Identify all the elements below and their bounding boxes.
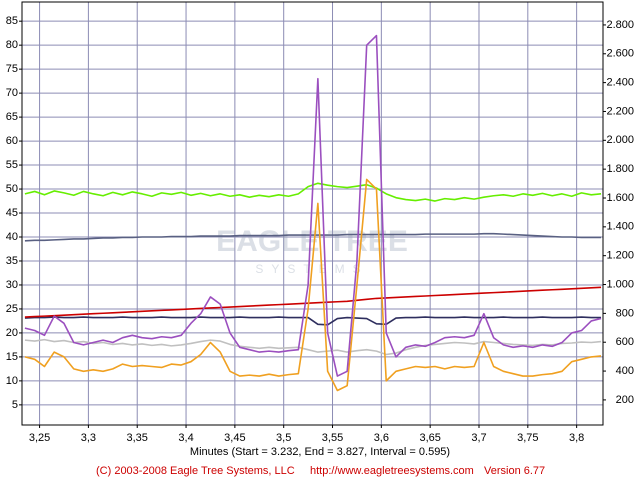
y2-tick-label: 1.000 <box>606 278 634 290</box>
y-tick-label: 20 <box>6 327 18 339</box>
y-tick-label: 65 <box>6 111 18 123</box>
y-tick-label: 40 <box>6 231 18 243</box>
y-tick-label: 45 <box>6 207 18 219</box>
y-tick-label: 30 <box>6 279 18 291</box>
x-tick-label: 3,55 <box>322 432 343 444</box>
data-line <box>24 316 602 326</box>
lines <box>24 34 602 392</box>
data-line <box>24 338 602 356</box>
x-tick-label: 3,25 <box>29 432 50 444</box>
x-tick-label: 3,6 <box>374 432 389 444</box>
y2-tick-label: 2.600 <box>606 48 634 60</box>
x-tick-label: 3,5 <box>276 432 291 444</box>
y-tick-label: 15 <box>6 351 18 363</box>
labels: 5 10 15 20 25 30 35 40 45 50 55 60 65 70 75 80 85 200 400 6… <box>6 15 634 444</box>
y-tick-label: 80 <box>6 39 18 51</box>
footer-copyright: (C) 2003-2008 Eagle Tree Systems, LLC <box>96 465 295 477</box>
watermark-title: EAGLE TREE <box>216 225 408 258</box>
y2-tick-label: 1.600 <box>606 192 634 204</box>
x-tick-label: 3,8 <box>569 432 584 444</box>
y-tick-label: 70 <box>6 87 18 99</box>
y2-tick-label: 1.800 <box>606 163 634 175</box>
y2-tick-label: 1.200 <box>606 250 634 262</box>
footer-version: Version 6.77 <box>484 465 545 477</box>
x-tick-label: 3,65 <box>419 432 440 444</box>
y-tick-label: 5 <box>12 399 18 411</box>
y-tick-label: 85 <box>6 15 18 27</box>
footer-url: http://www.eagletreesystems.com <box>310 465 474 477</box>
y2-tick-label: 2.800 <box>606 19 634 31</box>
x-tick-label: 3,75 <box>517 432 538 444</box>
y2-tick-label: 400 <box>616 365 634 377</box>
x-tick-label: 3,3 <box>81 432 96 444</box>
x-tick-label: 3,35 <box>127 432 148 444</box>
y2-tick-label: 2.400 <box>606 77 634 89</box>
x-tick-label: 3,45 <box>224 432 245 444</box>
y2-tick-label: 800 <box>616 307 634 319</box>
y-tick-label: 10 <box>6 375 18 387</box>
y2-tick-label: 2.200 <box>606 105 634 117</box>
y-tick-label: 35 <box>6 255 18 267</box>
data-line <box>24 178 602 392</box>
y-tick-label: 55 <box>6 159 18 171</box>
x-tick-label: 3,7 <box>471 432 486 444</box>
y2-tick-label: 600 <box>616 336 634 348</box>
x-axis-title: Minutes (Start = 3.232, End = 3.827, Int… <box>190 446 450 458</box>
y2-tick-label: 2.000 <box>606 134 634 146</box>
data-line <box>24 34 602 377</box>
y2-tick-label: 1.400 <box>606 221 634 233</box>
data-line <box>24 232 602 242</box>
y-tick-label: 50 <box>6 183 18 195</box>
y-tick-label: 75 <box>6 63 18 75</box>
x-tick-label: 3,4 <box>178 432 193 444</box>
watermark: EAGLE TREE SYSTEMS <box>216 225 408 276</box>
y2-tick-label: 200 <box>616 394 634 406</box>
data-line <box>24 286 602 318</box>
y-tick-label: 25 <box>6 303 18 315</box>
watermark-subtitle: SYSTEMS <box>255 262 368 276</box>
y-tick-label: 60 <box>6 135 18 147</box>
